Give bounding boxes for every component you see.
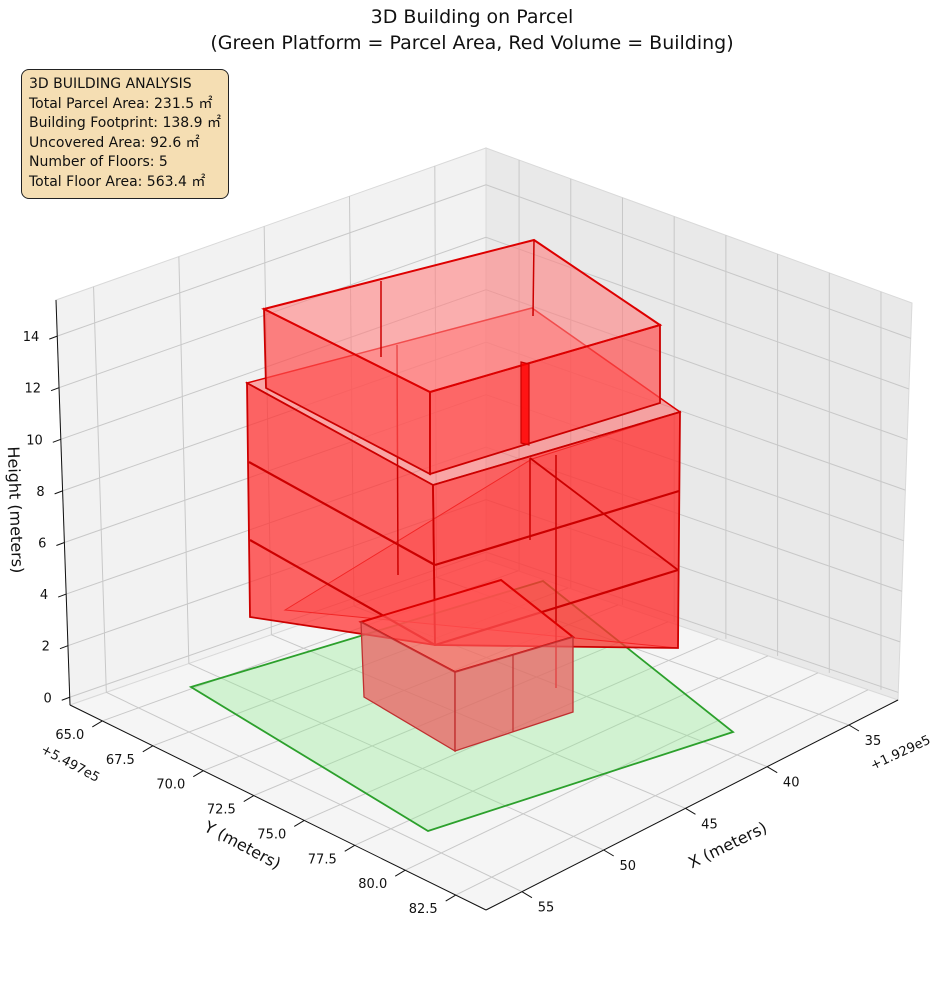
- floor-line: [529, 457, 679, 571]
- y-gridline: [455, 689, 869, 896]
- z-gridline: [57, 184, 487, 337]
- y-tick-label: 75.0: [257, 827, 286, 842]
- x-gridline: [188, 663, 604, 851]
- analysis-floor-area: Total Floor Area: 563.4 ㎡: [29, 173, 206, 190]
- y-tick-label: 70.0: [156, 778, 185, 793]
- z-tick: [56, 542, 65, 546]
- z-tick: [59, 645, 69, 650]
- axis-ticks: 0 2 4 6 8 10 12 14 65.0 67.5 70.0 72.5 75.0 77.5 80.0 8…: [23, 330, 882, 917]
- upper-block-edge: [532, 239, 535, 317]
- y-tick: [142, 745, 154, 753]
- z-tick: [54, 490, 63, 495]
- z-gridline: [485, 184, 911, 339]
- x-tick: [521, 891, 533, 899]
- floor-line: [248, 461, 436, 566]
- x-tick-label: 35: [865, 734, 882, 749]
- x-gridline: [178, 256, 190, 664]
- floor-line: [434, 489, 680, 567]
- z-tick: [61, 696, 70, 701]
- x-tick-label: 45: [701, 817, 718, 832]
- x-tick: [766, 766, 778, 774]
- chart-title: 3D Building on Parcel: [370, 6, 574, 28]
- upper-block-top: [261, 238, 663, 394]
- analysis-box: 3D BUILDING ANALYSIS Total Parcel Area: …: [21, 69, 229, 199]
- y-tick-label: 80.0: [358, 877, 387, 892]
- y-tick: [344, 844, 355, 852]
- upper-block-pillar: [520, 361, 530, 446]
- x-gridline: [93, 286, 107, 693]
- z-tick-label: 10: [26, 433, 43, 448]
- z-tick-label: 8: [36, 485, 44, 500]
- y-tick-label: 77.5: [308, 852, 337, 867]
- y-gridline: [354, 655, 769, 846]
- analysis-parcel-area: Total Parcel Area: 231.5 ㎡: [29, 95, 213, 112]
- z-tick: [52, 438, 61, 443]
- chart-subtitle: (Green Platform = Parcel Area, Red Volum…: [210, 32, 734, 54]
- x-gridline: [106, 691, 523, 893]
- building-volume: [244, 238, 682, 753]
- y-tick: [394, 869, 406, 877]
- z-axis-line: [55, 299, 71, 706]
- z-tick-label: 4: [40, 588, 48, 603]
- z-tick: [49, 335, 58, 340]
- y-tick: [445, 894, 456, 902]
- y-axis-label: Y (meters): [200, 817, 284, 874]
- z-tick-label: 2: [42, 640, 50, 655]
- x-tick: [848, 724, 860, 732]
- x-tick-label: 40: [783, 776, 800, 791]
- x-tick-label: 55: [538, 901, 555, 916]
- y-tick: [92, 720, 103, 728]
- analysis-uncovered: Uncovered Area: 92.6 ㎡: [29, 134, 200, 151]
- analysis-floors: Number of Floors: 5: [29, 154, 168, 171]
- y-tick-label: 65.0: [55, 728, 84, 743]
- z-tick: [50, 387, 60, 392]
- y-tick: [243, 795, 255, 802]
- y-tick-label: 67.5: [106, 753, 135, 768]
- x-axis-line: [485, 699, 899, 911]
- z-tick-label: 6: [38, 536, 46, 551]
- z-tick-label: 14: [23, 330, 40, 345]
- y-tick-label: 72.5: [207, 803, 236, 818]
- z-tick-label: 0: [43, 691, 51, 706]
- y-axis-line: [69, 704, 487, 911]
- ground-block-right: [454, 636, 574, 752]
- x-axis-label: X (meters): [685, 818, 770, 872]
- z-tick-label: 12: [24, 382, 41, 397]
- y-offset-label: +5.497e5: [38, 742, 102, 785]
- z-axis-label: Height (meters): [4, 446, 27, 574]
- x-tick-label: 50: [619, 859, 636, 874]
- y-tick-label: 82.5: [409, 902, 438, 917]
- analysis-heading: 3D BUILDING ANALYSIS: [29, 76, 192, 92]
- y-tick: [193, 770, 204, 778]
- y-tick: [293, 820, 305, 827]
- x-tick: [603, 849, 614, 857]
- analysis-footprint: Building Footprint: 138.9 ㎡: [29, 115, 222, 132]
- x-tick: [685, 807, 696, 815]
- z-tick: [57, 593, 67, 598]
